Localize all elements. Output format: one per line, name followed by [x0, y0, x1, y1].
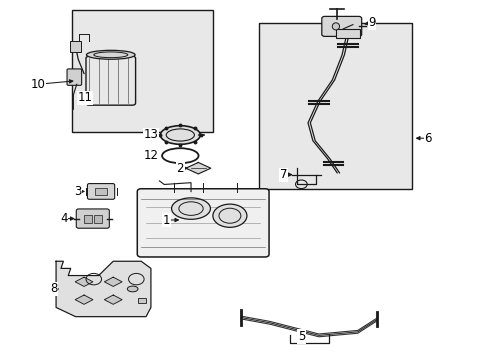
Polygon shape [56, 261, 151, 317]
Text: 3: 3 [74, 185, 81, 198]
Text: 12: 12 [143, 149, 158, 162]
Ellipse shape [160, 126, 200, 144]
Text: 9: 9 [367, 16, 375, 29]
Text: 11: 11 [78, 91, 92, 104]
Bar [259, 23, 411, 189]
Bar [94, 215, 102, 222]
Bar [84, 215, 92, 222]
Polygon shape [75, 277, 93, 287]
Polygon shape [185, 162, 210, 174]
Ellipse shape [86, 50, 135, 59]
Text: 6: 6 [424, 132, 431, 145]
Ellipse shape [212, 204, 246, 227]
FancyBboxPatch shape [76, 209, 109, 228]
Text: 7: 7 [279, 168, 286, 181]
Bar [95, 188, 107, 195]
Text: 1: 1 [163, 213, 170, 226]
FancyBboxPatch shape [67, 69, 81, 85]
Polygon shape [104, 277, 122, 287]
Bar [335, 29, 360, 38]
Ellipse shape [127, 286, 138, 292]
Bar [70, 41, 81, 52]
Text: 13: 13 [143, 129, 158, 141]
Text: 4: 4 [60, 212, 67, 225]
Ellipse shape [171, 198, 210, 219]
Polygon shape [75, 295, 93, 304]
Bar [72, 10, 212, 132]
Bar [137, 298, 146, 303]
FancyBboxPatch shape [87, 184, 115, 199]
Text: 10: 10 [30, 78, 45, 91]
Ellipse shape [331, 23, 339, 30]
Polygon shape [104, 295, 122, 304]
FancyBboxPatch shape [137, 189, 268, 257]
Text: 5: 5 [297, 330, 305, 343]
Text: 8: 8 [50, 283, 58, 296]
FancyBboxPatch shape [321, 17, 361, 36]
Text: 2: 2 [176, 162, 183, 175]
